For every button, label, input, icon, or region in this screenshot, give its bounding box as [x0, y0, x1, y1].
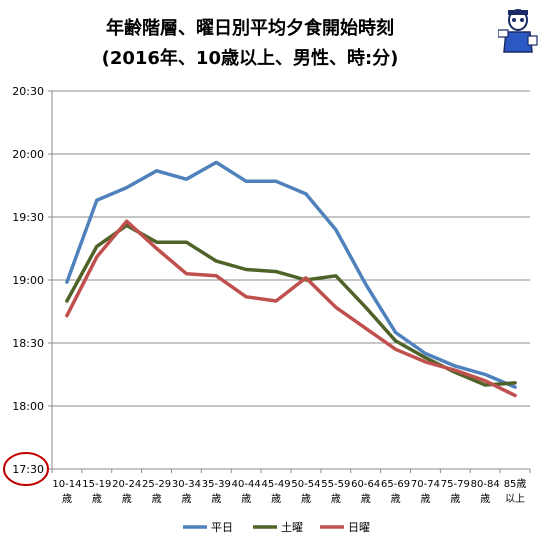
- y-tick-label: 20:30: [12, 85, 44, 98]
- x-tick-label-unit: 歳: [331, 493, 341, 505]
- x-tick-label: 55-59: [321, 479, 350, 490]
- x-tick-label: 25-29: [142, 479, 171, 490]
- x-tick-label-unit: 歳: [361, 493, 371, 505]
- x-tick-label: 10-14: [52, 479, 81, 490]
- x-tick-label: 20-24: [112, 479, 141, 490]
- legend-label: 日曜: [348, 521, 370, 534]
- x-tick-label: 15-19: [82, 479, 111, 490]
- x-tick-label-unit: 歳: [92, 493, 102, 505]
- x-tick-label: 40-44: [232, 479, 261, 490]
- y-tick-label: 17:30: [12, 463, 44, 476]
- x-tick-label-unit: 歳: [211, 493, 221, 505]
- x-tick-label: 35-39: [202, 479, 231, 490]
- x-tick-label-unit: 歳: [480, 493, 490, 505]
- x-tick-label-unit: 歳: [450, 493, 460, 505]
- y-tick-label: 18:30: [12, 337, 44, 350]
- x-tick-label-unit: 歳: [420, 493, 430, 505]
- mascot-logo-icon: [498, 9, 538, 53]
- x-tick-label: 45-49: [262, 479, 291, 490]
- x-tick-label-unit: 歳: [301, 493, 311, 505]
- y-tick-label: 18:00: [12, 400, 44, 413]
- x-tick-label-unit: 歳: [62, 493, 72, 505]
- x-tick-label-unit: 以上: [505, 493, 525, 505]
- x-tick-label: 75-79: [441, 479, 470, 490]
- chart-title: 年齢階層、曜日別平均夕食開始時刻: [106, 18, 394, 39]
- legend-label: 土曜: [281, 521, 303, 534]
- x-tick-label: 85歳: [504, 478, 527, 490]
- x-tick-label-unit: 歳: [181, 493, 191, 505]
- y-tick-label: 19:00: [12, 274, 44, 287]
- x-tick-label: 30-34: [172, 479, 201, 490]
- x-tick-label: 80-84: [471, 479, 500, 490]
- x-tick-label-unit: 歳: [271, 493, 281, 505]
- y-tick-label: 20:00: [12, 148, 44, 161]
- x-tick-label-unit: 歳: [391, 493, 401, 505]
- x-tick-label: 70-74: [411, 479, 440, 490]
- x-tick-label: 50-54: [291, 479, 320, 490]
- chart-subtitle: (2016年、10歳以上、男性、時:分): [101, 48, 399, 69]
- series-line: [65, 219, 517, 398]
- x-tick-label: 65-69: [381, 479, 410, 490]
- x-tick-label-unit: 歳: [241, 493, 251, 505]
- x-tick-label-unit: 歳: [152, 493, 162, 505]
- x-tick-label-unit: 歳: [122, 493, 132, 505]
- highlight-circle: [3, 452, 49, 486]
- series-line: [65, 223, 517, 387]
- x-tick-label: 60-64: [351, 479, 380, 490]
- series-line: [65, 160, 517, 389]
- legend-label: 平日: [211, 521, 233, 534]
- y-tick-label: 19:30: [12, 211, 44, 224]
